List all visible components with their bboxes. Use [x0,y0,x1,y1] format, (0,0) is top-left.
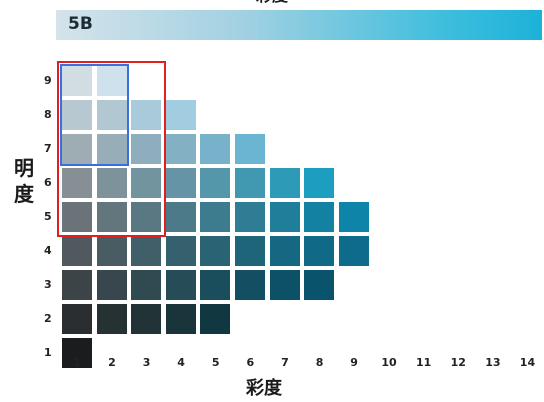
color-chip [235,202,265,232]
value-tick-label: 5 [44,210,52,223]
color-chip [62,100,92,130]
chroma-tick-label: 1 [73,356,82,369]
value-tick-label: 4 [44,244,52,257]
page-title: 彩度 [0,0,544,4]
value-axis-label: 明度 [14,156,34,206]
chroma-tick-label: 5 [211,356,220,369]
color-chip [62,66,92,96]
chroma-tick-label: 10 [381,356,397,369]
color-chip [200,304,231,334]
selection-frame-red [57,61,167,237]
chroma-tick-label: 12 [450,356,466,369]
color-chip [96,270,127,300]
color-chip [96,66,127,96]
color-chip [96,202,127,232]
hue-label: 5B [68,14,93,34]
color-chip [131,168,162,198]
color-chip [200,134,231,164]
color-chip [131,100,162,130]
color-chip [200,236,231,266]
color-chip [96,304,127,334]
color-chip [96,236,127,266]
color-chip [304,236,335,266]
chroma-tick-label: 7 [281,356,289,369]
selection-frame-blue [60,64,129,166]
value-tick-label: 3 [44,278,52,291]
color-chip [131,270,162,300]
color-chip [338,236,369,266]
color-chip [62,134,92,164]
color-chip [304,270,335,300]
color-chip [96,100,127,130]
color-chip [165,304,196,334]
color-chip [131,202,162,232]
chroma-axis-label: 彩度 [246,378,282,399]
chroma-tick-label: 3 [142,356,151,369]
chroma-tick-label: 4 [177,356,185,369]
value-tick-label: 9 [44,74,52,87]
chroma-tick-label: 6 [246,356,255,369]
chroma-tick-label: 2 [108,356,116,369]
chroma-tick-label: 11 [416,356,432,369]
color-chip [165,270,196,300]
chroma-tick-label: 14 [519,356,536,369]
color-chip [62,270,92,300]
color-chip [62,304,92,334]
value-tick-label: 7 [44,142,52,155]
color-chip [62,168,92,198]
color-chip [165,202,196,232]
color-chip [269,202,300,232]
chroma-tick-label: 13 [485,356,501,369]
color-chip [62,236,92,266]
hue-banner: 5B [56,10,542,40]
color-chip [269,270,300,300]
color-chip [62,202,92,232]
chroma-tick-label: 9 [350,356,358,369]
color-chip [269,236,300,266]
color-chip [62,338,92,368]
color-chip [96,134,127,164]
color-chip [200,270,231,300]
value-tick-label: 2 [44,312,52,325]
color-chip [235,270,265,300]
color-chip [165,134,196,164]
value-tick-label: 8 [44,108,52,121]
color-chip [96,168,127,198]
color-chip [165,168,196,198]
color-chip [304,168,335,198]
color-chip [131,304,162,334]
color-chip [338,202,369,232]
value-tick-label: 1 [44,346,52,359]
color-chip [304,202,335,232]
color-chip [131,236,162,266]
color-chip [235,168,265,198]
color-chip [165,100,196,130]
value-tick-label: 6 [44,176,52,189]
color-chip [235,134,265,164]
color-chip [269,168,300,198]
chroma-tick-label: 8 [315,356,324,369]
color-chip [235,236,265,266]
color-chip [131,134,162,164]
color-chip [200,168,231,198]
color-chip [200,202,231,232]
color-chip [165,236,196,266]
